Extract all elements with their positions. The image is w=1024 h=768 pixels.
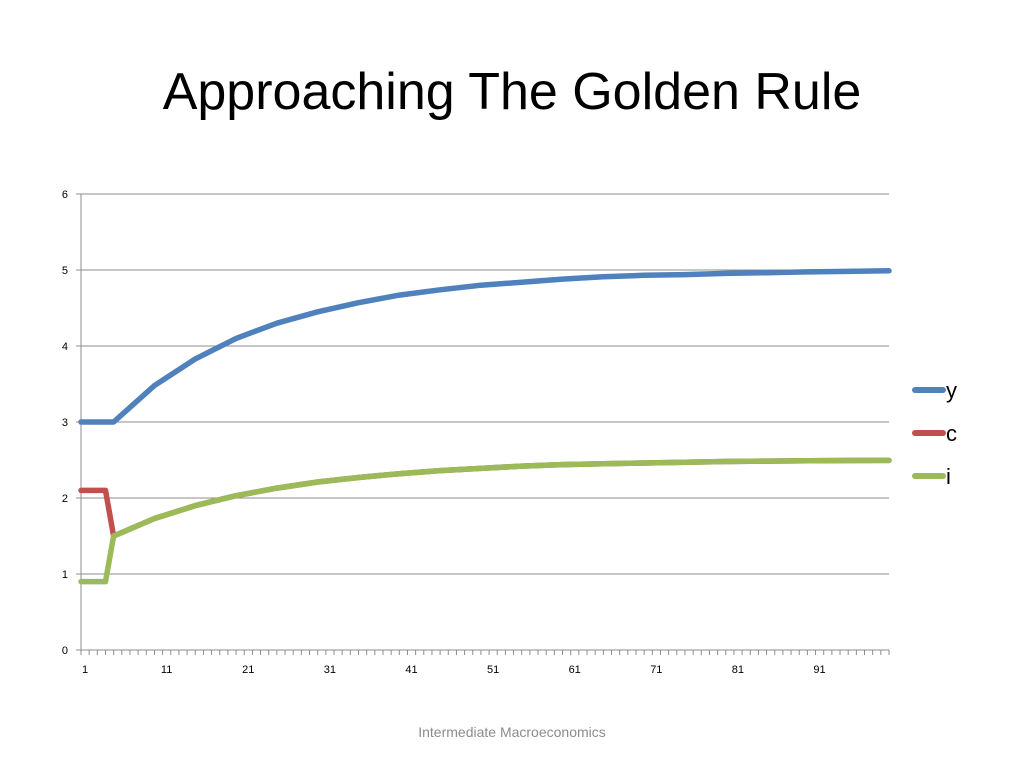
y-tick-label-1: 1 [62,569,68,581]
x-tick-label-0: 1 [82,664,88,676]
legend-label-c: c [946,421,957,446]
y-tick-label-4: 4 [62,341,68,353]
legend-label-y: y [946,378,957,403]
x-tick-label-9: 91 [813,664,825,676]
y-tick-label-2: 2 [62,493,68,505]
x-tick-label-6: 61 [569,664,581,676]
y-tick-label-5: 5 [62,265,68,277]
y-tick-label-3: 3 [62,417,68,429]
x-tick-label-5: 51 [487,664,499,676]
y-tick-label-6: 6 [62,189,68,201]
x-tick-label-4: 41 [405,664,417,676]
series-line-y [78,268,892,425]
y-tick-label-0: 0 [62,645,68,657]
x-tick-label-7: 71 [650,664,662,676]
footer-text: Intermediate Macroeconomics [418,724,606,740]
x-tick-label-2: 21 [242,664,254,676]
slide-title: Approaching The Golden Rule [162,63,862,121]
series-line-i [78,457,892,585]
x-tick-label-3: 31 [324,664,336,676]
x-tick-label-8: 81 [732,664,744,676]
legend-label-i: i [946,464,951,489]
x-tick-label-1: 11 [161,664,172,676]
